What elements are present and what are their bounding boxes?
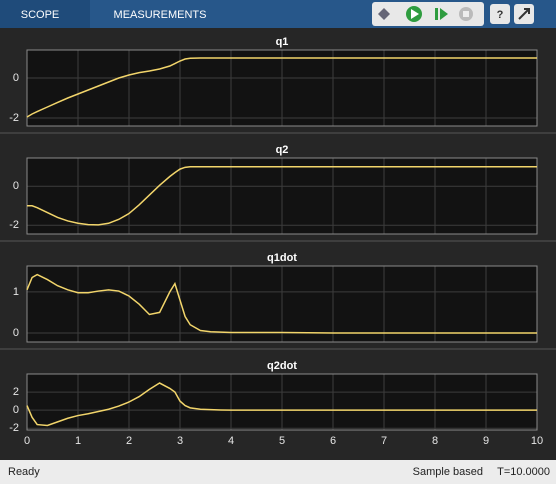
x-tick-label: 3: [177, 435, 183, 447]
x-tick-label: 6: [330, 435, 336, 447]
status-bar: [0, 460, 556, 484]
y-tick-label: -2: [9, 112, 19, 124]
status-text: Ready: [8, 466, 40, 478]
step-forward-button[interactable]: [435, 8, 448, 20]
undock-icon: [518, 8, 530, 20]
x-tick-label: 7: [381, 435, 387, 447]
x-tick-label: 8: [432, 435, 438, 447]
x-tick-label: 5: [279, 435, 285, 447]
y-tick-label: 0: [13, 72, 19, 84]
x-tick-label: 1: [75, 435, 81, 447]
x-tick-label: 2: [126, 435, 132, 447]
x-tick-label: 4: [228, 435, 234, 447]
axes-title: q1: [276, 36, 289, 48]
help-button[interactable]: [490, 4, 510, 24]
y-tick-label: -2: [9, 422, 19, 434]
axes-title: q2dot: [267, 360, 297, 372]
axes-title: q1dot: [267, 252, 297, 264]
y-tick-label: 0: [13, 180, 19, 192]
run-controls: [372, 2, 484, 26]
status-time: T=10.0000: [497, 466, 550, 478]
x-tick-label: 9: [483, 435, 489, 447]
status-mode: Sample based: [413, 466, 483, 478]
axes-frame: [26, 157, 538, 235]
axes-frame: [26, 373, 538, 431]
signal-line: [26, 382, 537, 427]
x-tick-label: 10: [531, 435, 543, 447]
signal-line: [26, 57, 537, 118]
tab-measurements[interactable]: MEASUREMENTS: [114, 9, 207, 21]
help-icon: ?: [497, 9, 504, 21]
y-tick-label: 0: [13, 327, 19, 339]
signal-line: [27, 166, 537, 226]
active-tab-bg: [0, 0, 90, 28]
axes-frame: [26, 49, 538, 127]
x-tick-label: 0: [24, 435, 30, 447]
y-tick-label: 2: [13, 386, 19, 398]
y-tick-label: 0: [13, 404, 19, 416]
tab-scope[interactable]: SCOPE: [21, 9, 60, 21]
run-icon: [411, 9, 419, 19]
axes-title: q2: [276, 144, 289, 156]
axes-frame: [26, 265, 538, 343]
stop-icon: [463, 11, 469, 17]
y-tick-label: -2: [9, 219, 19, 231]
signal-line: [26, 273, 537, 334]
y-tick-label: 1: [13, 286, 19, 298]
step-back-button[interactable]: [378, 8, 390, 20]
